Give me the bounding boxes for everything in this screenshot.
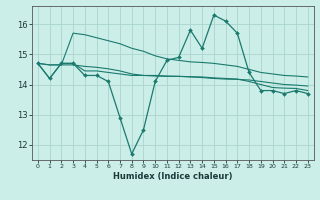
X-axis label: Humidex (Indice chaleur): Humidex (Indice chaleur) [113,172,233,181]
